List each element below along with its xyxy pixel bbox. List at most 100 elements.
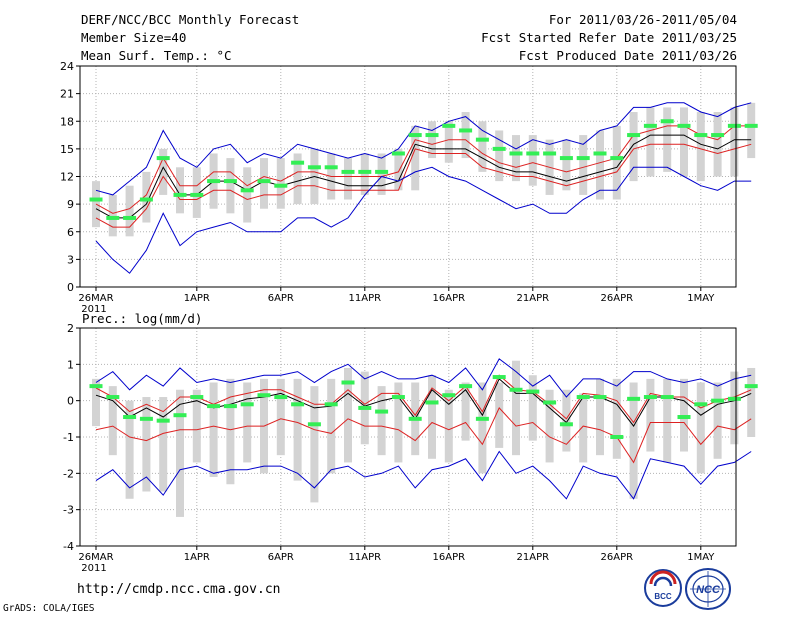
obs-marker [307,422,321,427]
spread-bar [730,107,739,177]
obs-marker [492,146,506,151]
spread-bar [562,139,571,191]
obs-marker [324,165,338,170]
spread-bar [276,158,285,209]
spread-bar [192,389,201,463]
series-max [95,102,752,196]
obs-marker [123,415,137,420]
spread-bar [344,367,352,463]
obs-marker [291,402,305,407]
obs-marker [576,395,590,400]
spread-bar [377,153,386,195]
obs-marker [694,402,708,407]
x-tick-label: 26MAR [78,293,113,304]
spread-bar [612,378,621,459]
obs-marker [173,413,187,418]
obs-marker [744,123,758,128]
spread-bar [528,135,537,186]
spread-bar [579,135,588,195]
obs-marker [576,156,590,161]
spread-bar [646,378,655,452]
variable-label: Mean Surf. Temp.: °C [81,48,232,63]
obs-marker [408,416,422,421]
spread-bar [142,171,151,223]
obs-marker [559,422,573,427]
series-mean [95,134,752,219]
obs-marker [89,384,103,389]
spread-bar [377,386,386,456]
obs-marker [358,169,372,174]
spread-bar [579,393,588,463]
y-tick-label: -3 [63,504,74,517]
obs-marker [610,435,624,439]
obs-marker [375,169,389,174]
spread-bar [310,386,319,503]
spread-bar [545,389,554,463]
spread-bar [663,107,672,172]
obs-marker [744,384,758,389]
obs-marker [341,380,355,385]
obs-marker [139,197,153,202]
x-tick-label: 1MAY [687,552,715,563]
bcc-logo-text: BCC [654,592,672,601]
obs-marker [526,151,540,156]
series-min [95,450,752,500]
y-tick-label: 6 [67,226,74,239]
x-tick-label: 1APR [184,293,210,304]
spread-bar [125,400,134,499]
x-tick-label: 16APR [433,293,466,304]
obs-marker [442,123,456,128]
spread-bar [528,375,537,441]
spread-bar [159,397,168,492]
spread-bar [293,378,302,481]
obs-marker [123,215,137,220]
spread-bar [142,397,151,492]
spread-bar [629,112,638,182]
series-min [95,166,752,274]
spread-bar [226,378,235,485]
x-tick-year: 2011 [81,304,106,315]
obs-marker [711,133,725,138]
spread-bar [260,158,268,209]
x-tick-label: 21APR [517,552,550,563]
spread-bar [293,153,302,205]
y-tick-label: -4 [63,540,74,553]
spread-bar [461,382,470,441]
spread-bar [512,135,520,182]
obs-marker [559,156,573,161]
obs-marker [459,384,473,389]
obs-marker [526,389,540,394]
source-url[interactable]: http://cmdp.ncc.cma.gov.cn [77,582,281,597]
obs-marker [223,404,237,409]
spread-bar [394,382,403,463]
spread-bar [226,158,235,214]
obs-marker [207,404,221,409]
spread-bar [192,167,201,218]
spread-bar [730,371,739,445]
x-tick-label: 1MAY [687,293,715,304]
y-tick-label: 0 [67,395,74,408]
obs-marker [543,400,557,405]
spread-bar [243,167,252,223]
spread-bar [747,102,756,159]
x-tick-label: 21APR [517,293,550,304]
fcst-produced-date: Fcst Produced Date 2011/03/26 [518,48,737,63]
y-tick-label: 1 [67,358,74,371]
y-tick-label: -2 [63,467,74,480]
x-tick-label: 6APR [268,293,294,304]
spread-bar [176,389,184,517]
obs-marker [207,179,221,184]
obs-marker [425,133,439,138]
spread-bar [176,167,184,214]
spread-bar [478,121,487,172]
y-tick-label: -1 [63,431,74,444]
obs-marker [408,133,422,138]
obs-marker [727,123,741,128]
x-tick-label: 11APR [349,552,382,563]
forecast-range: For 2011/03/26-2011/05/04 [548,12,737,27]
spread-bar [108,386,117,456]
spread-bar [478,382,487,474]
x-tick-label: 26APR [601,552,634,563]
